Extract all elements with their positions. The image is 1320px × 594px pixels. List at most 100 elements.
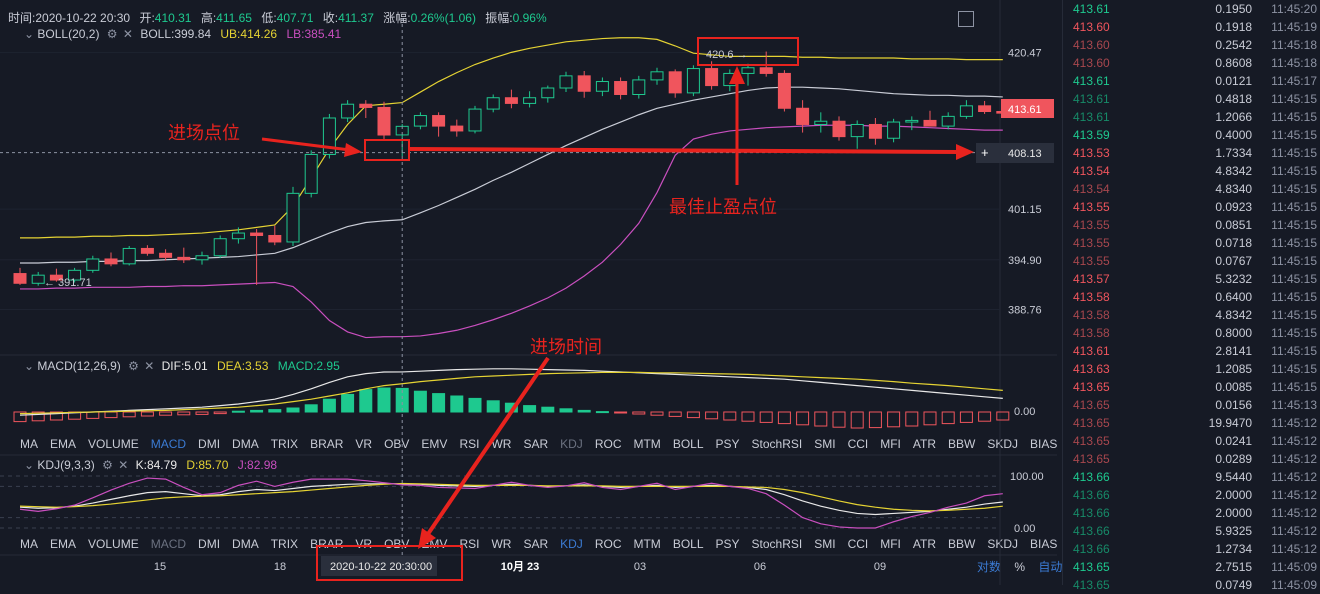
macd-bar xyxy=(978,411,992,422)
settings-icon[interactable]: ⚙ xyxy=(106,27,118,41)
candle-body xyxy=(68,269,82,281)
indicator-tab-vr[interactable]: VR xyxy=(355,437,373,451)
indicator-tab-volume[interactable]: VOLUME xyxy=(88,437,139,451)
trade-price: 413.55 xyxy=(1073,200,1110,214)
indicator-tab-mfi[interactable]: MFI xyxy=(880,437,901,451)
indicator-tab-ema[interactable]: EMA xyxy=(50,537,77,551)
trade-row: 413.58 4.8342 11:45:15 xyxy=(1063,306,1320,324)
max-price-label: 420.6 → xyxy=(706,49,748,61)
indicator-tab-macd[interactable]: MACD xyxy=(150,437,187,451)
indicator-tab-psy[interactable]: PSY xyxy=(715,537,740,551)
kdj-settings-icon[interactable]: ⚙ xyxy=(102,458,113,472)
indicator-tab-cci[interactable]: CCI xyxy=(847,537,869,551)
indicator-tab-psy[interactable]: PSY xyxy=(715,437,740,451)
trade-time: 11:45:15 xyxy=(1271,362,1317,376)
auto-scale-button[interactable]: 自动 xyxy=(1038,560,1063,574)
indicator-tab-volume[interactable]: VOLUME xyxy=(88,537,139,551)
indicator-tab-boll[interactable]: BOLL xyxy=(672,437,704,451)
indicator-tab-ema[interactable]: EMA xyxy=(50,437,77,451)
indicator-tab-smi[interactable]: SMI xyxy=(814,537,836,551)
indicator-tab-dmi[interactable]: DMI xyxy=(198,537,221,551)
indicator-tab-bias[interactable]: BIAS xyxy=(1030,437,1058,451)
chart-area[interactable]: 时间:2020-10-22 20:30 开:410.31 高:411.65 低:… xyxy=(0,0,1062,585)
kdj-top-tick: 100.00 xyxy=(1010,471,1044,483)
kdj-close-icon[interactable]: ✕ xyxy=(118,458,129,472)
indicator-tab-rsi[interactable]: RSI xyxy=(459,537,480,551)
indicator-bar-top: MA EMA VOLUME MACD DMI DMA TRIX BRAR VR OBV EMV RSI… xyxy=(0,437,1057,455)
candle-body xyxy=(49,274,63,281)
trade-time: 11:45:15 xyxy=(1271,110,1317,124)
fullscreen-icon[interactable] xyxy=(958,11,974,27)
indicator-tab-trix[interactable]: TRIX xyxy=(270,437,299,451)
indicator-tab-atr[interactable]: ATR xyxy=(912,437,937,451)
indicator-tab-cci[interactable]: CCI xyxy=(847,437,869,451)
close-icon[interactable]: ✕ xyxy=(122,27,133,41)
indicator-tab-rsi[interactable]: RSI xyxy=(459,437,480,451)
close-label: 收: xyxy=(322,11,339,25)
indicator-tab-macd[interactable]: MACD xyxy=(150,537,187,551)
indicator-tab-roc[interactable]: ROC xyxy=(594,437,622,451)
indicator-tab-emv[interactable]: EMV xyxy=(421,437,448,451)
trade-price: 413.66 xyxy=(1073,488,1110,502)
indicator-tab-obv[interactable]: OBV xyxy=(384,437,410,451)
chart-svg[interactable]: 420.47 401.15 394.90 388.76 0.00 100.00 0.00 1… xyxy=(0,0,1057,585)
trade-row: 413.61 0.0121 11:45:17 xyxy=(1063,72,1320,90)
candle-body xyxy=(195,255,209,261)
time-tick: 15 xyxy=(154,561,166,573)
indicator-tab-boll[interactable]: BOLL xyxy=(672,537,704,551)
trade-row: 413.61 0.1950 11:45:20 xyxy=(1063,0,1320,18)
indicator-tab-skdj[interactable]: SKDJ xyxy=(987,437,1019,451)
indicator-tab-bbw[interactable]: BBW xyxy=(948,437,976,451)
trade-time: 11:45:15 xyxy=(1271,200,1317,214)
macd-name: MACD(12,26,9) xyxy=(37,359,121,373)
indicator-tab-ma[interactable]: MA xyxy=(20,437,38,451)
trade-list[interactable]: 413.61 0.1950 11:45:20 413.60 0.1918 11:45:19… xyxy=(1062,0,1320,592)
candle-body xyxy=(650,71,664,81)
upper-band-line xyxy=(20,37,1003,239)
indicator-tab-sar[interactable]: SAR xyxy=(523,537,549,551)
macd-bar xyxy=(523,405,537,413)
indicator-tab-wr[interactable]: WR xyxy=(491,537,512,551)
indicator-tab-mtm[interactable]: MTM xyxy=(633,437,661,451)
indicator-tab-atr[interactable]: ATR xyxy=(912,537,937,551)
indicator-tab-dmi[interactable]: DMI xyxy=(198,437,221,451)
macd-settings-icon[interactable]: ⚙ xyxy=(128,359,139,373)
macd-bar xyxy=(777,411,791,425)
indicator-tab-brar[interactable]: BRAR xyxy=(310,437,344,451)
indicator-tab-mtm[interactable]: MTM xyxy=(633,537,661,551)
indicator-tab-brar[interactable]: BRAR xyxy=(310,537,344,551)
macd-bar xyxy=(341,393,355,413)
indicator-tab-ma[interactable]: MA xyxy=(20,537,38,551)
macd-bar xyxy=(686,411,700,419)
indicator-tab-skdj[interactable]: SKDJ xyxy=(987,537,1019,551)
open-label: 开: xyxy=(139,11,155,25)
indicator-tab-obv[interactable]: OBV xyxy=(384,537,410,551)
collapse-icon[interactable]: ⌄ xyxy=(24,27,35,41)
best-tp-box xyxy=(697,37,799,66)
indicator-tab-dma[interactable]: DMA xyxy=(232,437,259,451)
indicator-tab-dma[interactable]: DMA xyxy=(232,537,259,551)
amp-value: 0.96% xyxy=(512,11,547,25)
indicator-tab-stochrsi[interactable]: StochRSI xyxy=(751,537,803,551)
indicator-tab-kdj[interactable]: KDJ xyxy=(560,537,583,551)
log-scale-button[interactable]: 对数 xyxy=(977,560,1002,574)
indicator-tab-mfi[interactable]: MFI xyxy=(880,537,901,551)
trade-volume: 0.0289 xyxy=(1215,452,1253,466)
percent-scale-button[interactable]: % xyxy=(1014,560,1026,574)
macd-close-icon[interactable]: ✕ xyxy=(144,359,155,373)
trade-price: 413.61 xyxy=(1073,74,1110,88)
indicator-tab-kdj[interactable]: KDJ xyxy=(560,437,583,451)
macd-bar xyxy=(614,411,628,414)
indicator-tab-roc[interactable]: ROC xyxy=(594,537,622,551)
candle-body xyxy=(286,192,300,243)
indicator-tab-wr[interactable]: WR xyxy=(491,437,512,451)
indicator-tab-vr[interactable]: VR xyxy=(355,537,373,551)
indicator-tab-sar[interactable]: SAR xyxy=(523,437,549,451)
indicator-tab-bias[interactable]: BIAS xyxy=(1030,537,1058,551)
indicator-tab-stochrsi[interactable]: StochRSI xyxy=(751,437,803,451)
indicator-tab-smi[interactable]: SMI xyxy=(814,437,836,451)
indicator-tab-trix[interactable]: TRIX xyxy=(270,537,299,551)
trade-row: 413.55 0.0851 11:45:15 xyxy=(1063,216,1320,234)
high-label: 高: xyxy=(200,11,217,25)
indicator-tab-bbw[interactable]: BBW xyxy=(948,537,976,551)
